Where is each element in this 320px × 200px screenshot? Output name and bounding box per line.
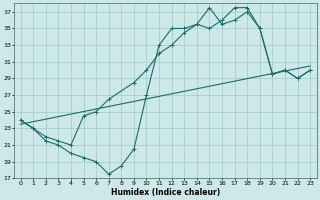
X-axis label: Humidex (Indice chaleur): Humidex (Indice chaleur): [111, 188, 220, 197]
